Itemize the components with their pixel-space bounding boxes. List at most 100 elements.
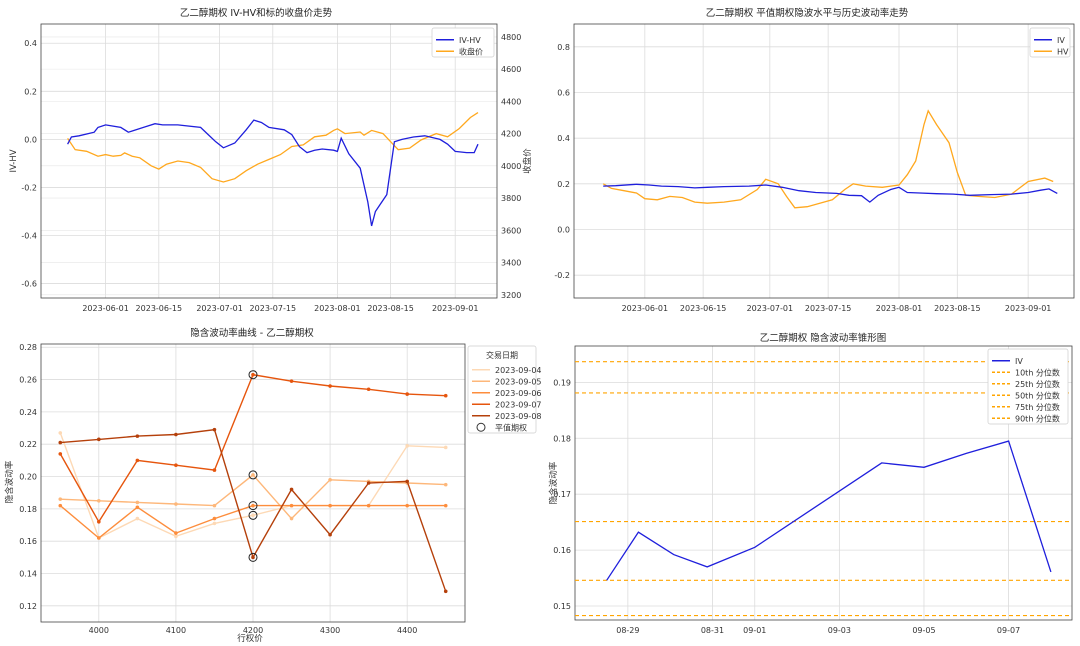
iv-hv-line xyxy=(67,119,479,227)
smile-point xyxy=(405,479,409,484)
legend-box xyxy=(467,345,537,434)
smile-point xyxy=(251,555,255,560)
chart3-ticks: 4000 4100 4200 4300 4400 0.12 0.14 0.16 0.18 0.20… xyxy=(19,343,417,635)
y-tick-label: 0.16 xyxy=(553,546,571,555)
legend-marker xyxy=(476,422,486,432)
y2-tick-label: 3200 xyxy=(501,291,521,300)
smile-point xyxy=(443,393,448,398)
chart-iv-hv: 乙二醇期权 平值期权隐波水平与历史波动率走势 2023-06-01 2023-06… xyxy=(554,7,1075,313)
chart4-ylabel: 隐含波动率 xyxy=(548,461,559,504)
y-tick-label: 0.4 xyxy=(557,134,570,143)
chart3-title: 隐含波动率曲线 - 乙二醇期权 xyxy=(190,327,314,339)
y-tick-label: 0.12 xyxy=(19,602,37,611)
legend-box xyxy=(987,348,1069,425)
legend-label: 2023-09-06 xyxy=(495,389,542,398)
y-tick-label: 0.19 xyxy=(553,378,571,387)
chart2-grid xyxy=(574,24,1074,298)
x-tick-label: 2023-06-15 xyxy=(680,304,727,313)
x-tick-label: 2023-09-01 xyxy=(432,304,479,313)
smile-point xyxy=(97,519,101,524)
chart4-grid xyxy=(575,346,1072,620)
x-tick-label: 2023-09-01 xyxy=(1005,304,1052,313)
y-tick-label: 0.17 xyxy=(553,490,571,499)
smile-point xyxy=(443,503,448,508)
smile-point xyxy=(58,431,63,435)
legend-label: 10th 分位数 xyxy=(1015,367,1060,377)
atm-marker xyxy=(248,370,258,380)
smile-point xyxy=(58,503,63,508)
smile-point xyxy=(174,463,178,468)
smile-point xyxy=(289,487,294,492)
x-tick-label: 2023-07-01 xyxy=(747,304,794,313)
y-tick-label: 0.20 xyxy=(19,473,37,482)
smile-point xyxy=(97,536,101,540)
legend-label: 收盘价 xyxy=(459,46,483,56)
y-tick-label: 0.24 xyxy=(19,408,37,417)
legend-label: 平值期权 xyxy=(495,422,527,432)
smile-point xyxy=(328,532,332,537)
smile-point xyxy=(212,521,217,526)
x-tick-label: 4100 xyxy=(166,626,186,635)
smile-point xyxy=(405,444,409,448)
y-tick-label: 0.2 xyxy=(557,180,570,189)
chart1-ticks: 2023-06-01 2023-06-15 2023-07-01 2023-07-15… xyxy=(21,33,521,313)
smile-point xyxy=(212,503,217,508)
smile-point xyxy=(251,473,255,477)
y2-tick-label: 4200 xyxy=(501,130,521,139)
x-tick-label: 09-07 xyxy=(997,626,1020,635)
chart1-lines xyxy=(67,112,479,227)
smile-point xyxy=(58,497,63,501)
smile-point xyxy=(97,498,101,503)
y2-tick-label: 4000 xyxy=(501,162,521,171)
chart-iv-smile: 隐含波动率曲线 - 乙二醇期权 4000 4100 4200 4300 4400 0.12… xyxy=(4,327,542,644)
hv-line xyxy=(602,109,1054,209)
legend-title: 交易日期 xyxy=(486,350,518,360)
x-tick-label: 2023-07-01 xyxy=(196,304,243,313)
y-tick-label: 0.6 xyxy=(557,89,570,98)
chart-ivhv-close: 乙二醇期权 IV-HV和标的收盘价走势 2023-06-01 2023-06-15… xyxy=(9,7,533,313)
x-tick-label: 08-31 xyxy=(701,626,724,635)
smile-point xyxy=(174,432,178,437)
smile-point xyxy=(366,503,371,508)
legend-label: HV xyxy=(1057,47,1069,56)
y-tick-label: -0.6 xyxy=(21,280,37,289)
smile-point xyxy=(328,477,332,482)
smile-point xyxy=(174,531,178,535)
smile-point xyxy=(212,516,217,521)
legend-label: IV-HV xyxy=(459,36,481,45)
y-tick-label: 0.8 xyxy=(557,43,570,52)
smile-point xyxy=(328,384,332,388)
chart2-legend: IV HV xyxy=(1029,27,1071,58)
x-tick-label: 4300 xyxy=(320,626,340,635)
legend-label: 2023-09-08 xyxy=(495,412,542,421)
x-tick-label: 2023-08-01 xyxy=(876,304,923,313)
x-tick-label: 4400 xyxy=(397,626,417,635)
y2-tick-label: 3400 xyxy=(501,259,521,268)
chart2-title: 乙二醇期权 平值期权隐波水平与历史波动率走势 xyxy=(706,7,909,19)
legend-label: 50th 分位数 xyxy=(1015,390,1060,400)
smile-point xyxy=(212,468,217,472)
smile-point xyxy=(174,534,178,539)
y2-tick-label: 4400 xyxy=(501,97,521,106)
chart2-lines xyxy=(602,109,1058,209)
y2-tick-label: 4600 xyxy=(501,65,521,74)
legend-label: 75th 分位数 xyxy=(1015,402,1060,412)
legend-label: 90th 分位数 xyxy=(1015,413,1060,423)
smile-point xyxy=(251,372,255,377)
chart1-ylabel: IV-HV xyxy=(9,149,19,172)
x-tick-label: 4200 xyxy=(243,626,263,635)
smile-point xyxy=(97,437,101,442)
chart3-xlabel: 行权价 xyxy=(237,633,263,644)
x-tick-label: 2023-08-01 xyxy=(314,304,361,313)
y2-tick-label: 4800 xyxy=(501,33,521,42)
smile-point xyxy=(328,503,332,508)
smile-point xyxy=(405,392,409,396)
y-tick-label: -0.4 xyxy=(21,232,37,241)
y-tick-label: 0.18 xyxy=(553,434,571,443)
atm-marker xyxy=(248,552,258,562)
chart-iv-cone: 乙二醇期权 隐含波动率锥形图 08-29 08-31 09-01 09-03 09-05… xyxy=(548,332,1073,635)
smile-point xyxy=(58,452,63,456)
